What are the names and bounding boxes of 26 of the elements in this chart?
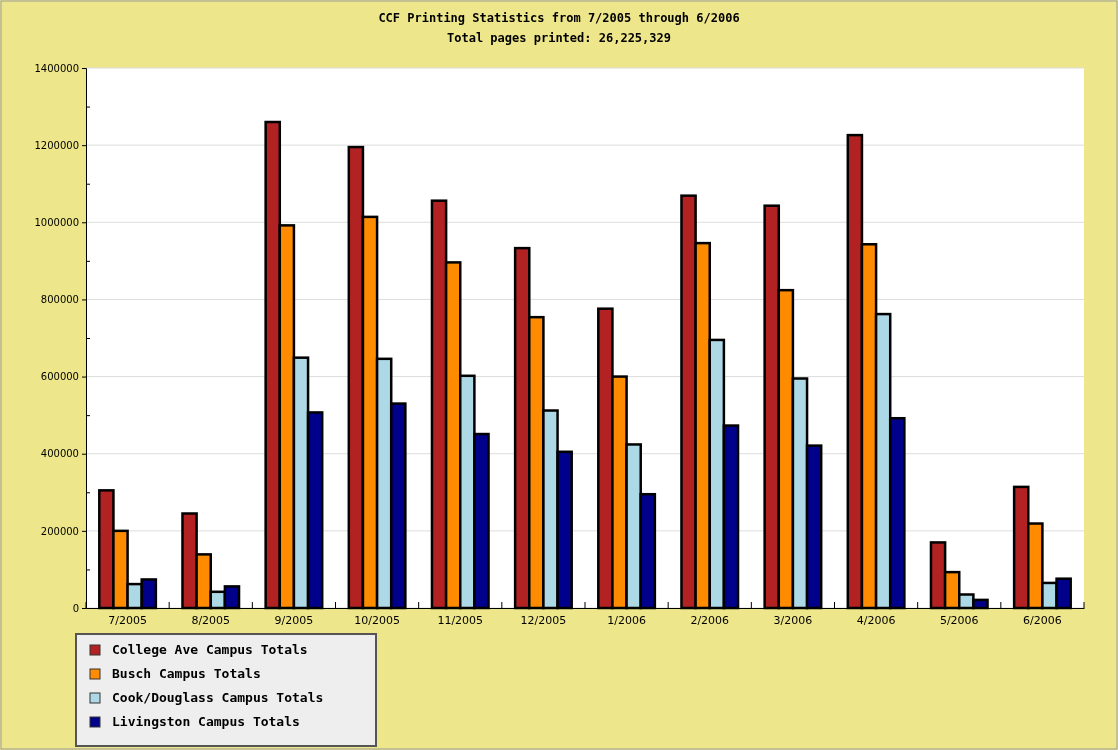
x-tick-label: 6/2006 [1023,613,1062,627]
x-tick-label: 1/2006 [607,613,646,627]
y-tick-label: 1200000 [34,139,79,151]
x-tick-label: 12/2005 [520,613,567,627]
y-tick-label: 800000 [40,294,79,306]
y-tick-label: 1400000 [34,62,79,74]
x-tick-label: 5/2006 [939,613,979,627]
legend-label: Busch Campus Totals [112,666,261,681]
x-tick-label: 2/2006 [690,613,730,627]
legend-label: Cook/Douglass Campus Totals [112,690,324,705]
x-tick-label: 11/2005 [437,613,484,627]
x-tick-label: 7/2005 [108,613,147,627]
x-tick-label: 3/2006 [773,613,813,627]
y-tick-label: 0 [72,602,79,614]
y-tick-label: 600000 [40,371,79,383]
x-tick-label: 4/2006 [856,613,896,627]
legend-label: College Ave Campus Totals [112,642,308,657]
y-tick-label: 1000000 [34,216,79,228]
x-tick-label: 10/2005 [354,613,400,627]
y-tick-label: 400000 [40,448,79,460]
y-tick-label: 200000 [40,525,79,537]
chart-title: CCF Printing Statistics from 7/2005 through 6/2006 [378,11,740,25]
legend-label: Livingston Campus Totals [112,714,300,729]
chart-subtitle: Total pages printed: 26,225,329 [447,31,671,45]
x-tick-label: 8/2005 [191,613,231,627]
x-tick-label: 9/2005 [274,613,314,627]
